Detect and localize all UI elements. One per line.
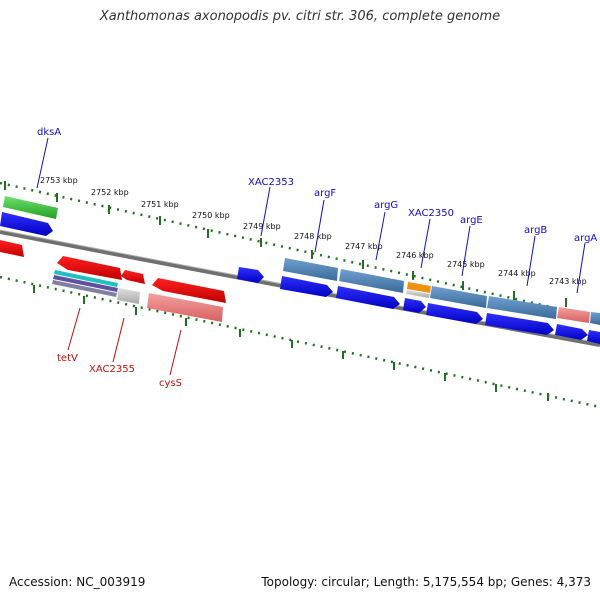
XAC2355-leader bbox=[112, 317, 125, 363]
tick-marks: 2753 kbp 2752 kbp 2751 kbp 2750 kbp 2749… bbox=[4, 176, 587, 307]
argF-gene-feature[interactable] bbox=[283, 258, 338, 281]
tick-label: 2753 kbp bbox=[40, 176, 78, 185]
gene-label-argB[interactable]: argB bbox=[524, 225, 547, 236]
argA-steel-feature[interactable] bbox=[590, 312, 600, 325]
gene-label-tetV[interactable]: tetV bbox=[57, 353, 78, 364]
outer-tick-ring bbox=[0, 181, 600, 320]
XAC2350-leader bbox=[420, 218, 431, 269]
argG-cds-feature[interactable] bbox=[336, 286, 400, 309]
gene-label-dksA[interactable]: dksA bbox=[37, 127, 61, 138]
cysS-pink-feature[interactable] bbox=[147, 293, 223, 322]
XAC2350-misc-feature[interactable] bbox=[407, 282, 431, 293]
cysS-leader bbox=[169, 329, 182, 376]
dksA-leader bbox=[36, 137, 49, 189]
tick-label: 2744 kbp bbox=[498, 269, 536, 278]
gene-label-XAC2355[interactable]: XAC2355 bbox=[89, 364, 135, 375]
reverse-strand-features bbox=[0, 240, 226, 322]
argA-cds-feature[interactable] bbox=[555, 324, 588, 340]
argB-leader bbox=[526, 235, 536, 287]
XAC2350-misc-gray[interactable] bbox=[406, 290, 430, 298]
inner-tick-ring bbox=[0, 275, 600, 409]
gene-label-argF[interactable]: argF bbox=[314, 188, 336, 199]
tick-label: 2752 kbp bbox=[91, 188, 129, 197]
gene-label-argA[interactable]: argA bbox=[574, 233, 597, 244]
gene-label-XAC2350[interactable]: XAC2350 bbox=[408, 208, 454, 219]
argE-leader bbox=[461, 225, 471, 277]
tick-label: 2748 kbp bbox=[294, 232, 332, 241]
gene-labels: dksA XAC2353 argF argG XAC2350 argE argB… bbox=[37, 127, 597, 389]
tick-label: 2747 kbp bbox=[345, 242, 383, 251]
gene-label-XAC2353[interactable]: XAC2353 bbox=[248, 177, 294, 188]
tick-label: 2749 kbp bbox=[243, 222, 281, 231]
tick-label: 2750 kbp bbox=[192, 211, 230, 220]
gene-label-cysS[interactable]: cysS bbox=[159, 378, 182, 389]
argG-leader bbox=[375, 211, 386, 261]
tick-label: 2751 kbp bbox=[141, 200, 179, 209]
gene-label-argE[interactable]: argE bbox=[460, 215, 483, 226]
argG-gene-feature[interactable] bbox=[339, 269, 404, 293]
XAC2353-cds-feature[interactable] bbox=[237, 267, 264, 283]
XAC2355-gray-feature[interactable] bbox=[117, 288, 140, 304]
accession-text: Accession: NC_003919 bbox=[9, 575, 146, 589]
argB-gene-feature[interactable] bbox=[487, 296, 557, 319]
small-red-feature[interactable] bbox=[121, 270, 145, 284]
argE-cds-feature[interactable] bbox=[426, 303, 483, 324]
argA-gene-feature[interactable] bbox=[557, 307, 590, 323]
tetV-leader bbox=[67, 307, 81, 351]
map-title: Xanthomonas axonopodis pv. citri str. 30… bbox=[99, 9, 501, 24]
tick-label: 2743 kbp bbox=[549, 277, 587, 286]
tick-label: 2745 kbp bbox=[447, 260, 485, 269]
edge-cds-feature[interactable] bbox=[587, 330, 600, 344]
gene-label-argG[interactable]: argG bbox=[374, 200, 398, 211]
forward-strand-features bbox=[0, 196, 600, 344]
dksA-rna-feature[interactable] bbox=[3, 196, 58, 219]
XAC2353-leader bbox=[260, 186, 271, 237]
summary-text: Topology: circular; Length: 5,175,554 bp… bbox=[261, 575, 591, 589]
tetV-cyan-feature[interactable] bbox=[54, 270, 118, 287]
cysS-cds-feature[interactable] bbox=[152, 278, 226, 303]
tetV-gray-feature[interactable] bbox=[52, 280, 117, 297]
tick-label: 2746 kbp bbox=[396, 251, 434, 260]
argB-cds-feature[interactable] bbox=[485, 313, 554, 335]
argF-cds-feature[interactable] bbox=[280, 276, 333, 297]
argE-gene-feature[interactable] bbox=[430, 286, 487, 308]
dksA-cds-feature[interactable] bbox=[0, 212, 53, 236]
label-leaders bbox=[36, 137, 586, 376]
argF-leader bbox=[314, 199, 325, 253]
tetV-cds-feature[interactable] bbox=[57, 256, 122, 280]
tetV-purple-feature[interactable] bbox=[53, 275, 118, 292]
edge-red-feature[interactable] bbox=[0, 240, 24, 257]
XAC2350-cds-feature[interactable] bbox=[403, 298, 426, 313]
argA-leader bbox=[576, 242, 586, 294]
